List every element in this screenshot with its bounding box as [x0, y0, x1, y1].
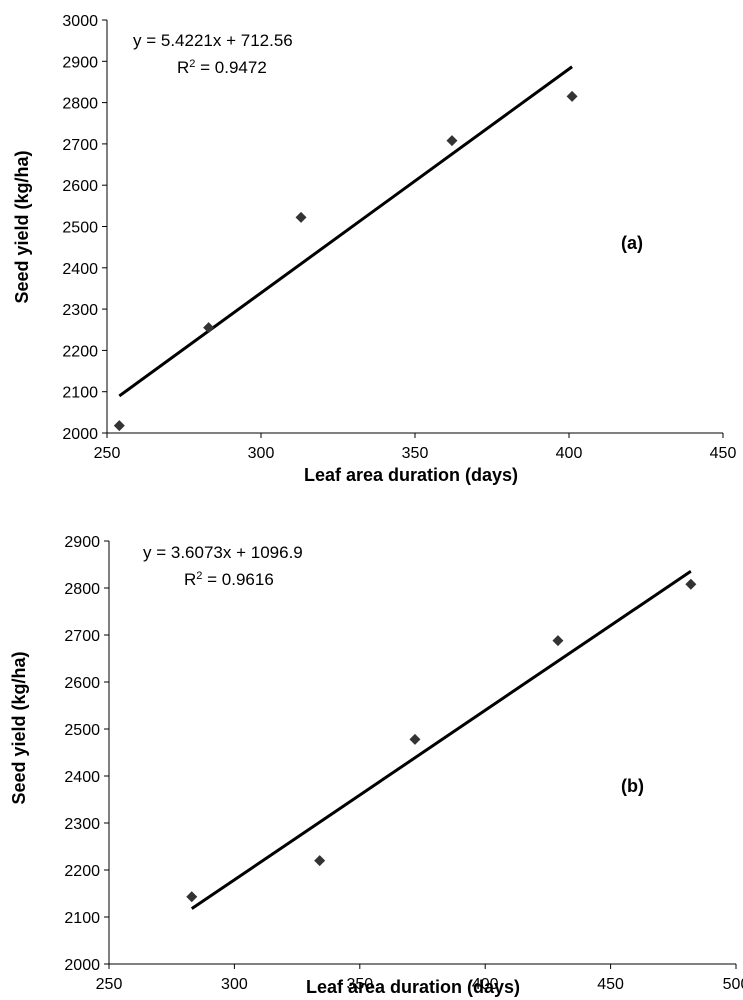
y-axis-title: Seed yield (kg/ha): [9, 651, 29, 804]
chart-panel-a: 2000 2100 2200 2300 2400 2500 2600 2700 2800 2900…: [12, 13, 736, 485]
data-point: [113, 420, 125, 432]
y-tick-label: 2800: [62, 96, 98, 113]
y-tick-label: 2000: [64, 957, 100, 974]
x-axis-title: Leaf area duration (days): [306, 977, 520, 997]
y-tick-label: 2600: [64, 675, 100, 692]
data-point: [314, 855, 326, 867]
y-tick-label: 2600: [62, 178, 98, 195]
data-point: [203, 322, 215, 334]
y-tick-label: 2500: [62, 220, 98, 237]
y-tick-label: 2000: [62, 426, 98, 443]
x-tick-label: 300: [221, 976, 248, 993]
y-tick-label: 2800: [64, 581, 100, 598]
r-squared-label: R2 = 0.9472: [177, 58, 267, 77]
data-point: [409, 733, 421, 745]
x-tick-label: 500: [723, 976, 743, 993]
r-squared-label: R2 = 0.9616: [184, 570, 274, 589]
trendline-equation: y = 3.6073x + 1096.9: [143, 543, 303, 562]
y-tick-label: 2700: [62, 137, 98, 154]
x-tick-label: 350: [402, 445, 429, 462]
panel-label: (a): [621, 233, 643, 253]
trendline-equation: y = 5.4221x + 712.56: [133, 31, 293, 50]
trendline: [118, 65, 573, 398]
y-tick-label: 3000: [62, 13, 98, 30]
data-point: [685, 578, 697, 590]
y-tick-label: 2300: [62, 302, 98, 319]
plot-area: 2000 2100 2200 2300 2400 2500 2600 2700 2800 2900…: [64, 534, 743, 993]
data-point: [186, 891, 198, 903]
y-tick-label: 2900: [64, 534, 100, 551]
trendline: [190, 570, 692, 910]
x-tick-label: 250: [96, 976, 123, 993]
panel-label: (b): [621, 776, 644, 796]
x-tick-label: 450: [710, 445, 737, 462]
x-tick-label: 350: [346, 976, 373, 993]
y-axis-title: Seed yield (kg/ha): [12, 150, 32, 303]
y-tick-label: 2500: [64, 722, 100, 739]
plot-area: 2000 2100 2200 2300 2400 2500 2600 2700 2800 2900…: [62, 13, 736, 462]
data-point: [446, 135, 458, 147]
chart-panel-b: 2000 2100 2200 2300 2400 2500 2600 2700 2800 2900…: [9, 534, 743, 997]
x-tick-label: 400: [472, 976, 499, 993]
y-tick-label: 2200: [64, 863, 100, 880]
x-tick-label: 250: [94, 445, 121, 462]
y-tick-label: 2100: [62, 385, 98, 402]
y-tick-label: 2200: [62, 343, 98, 360]
data-point: [566, 90, 578, 102]
x-tick-label: 450: [597, 976, 624, 993]
data-point: [552, 635, 564, 647]
data-point: [295, 211, 307, 223]
x-axis-title: Leaf area duration (days): [304, 465, 518, 485]
x-tick-label: 400: [556, 445, 583, 462]
y-tick-label: 2700: [64, 628, 100, 645]
x-tick-label: 300: [248, 445, 275, 462]
y-tick-label: 2400: [62, 261, 98, 278]
y-tick-label: 2100: [64, 910, 100, 927]
y-tick-label: 2900: [62, 54, 98, 71]
y-tick-label: 2300: [64, 816, 100, 833]
y-tick-label: 2400: [64, 769, 100, 786]
